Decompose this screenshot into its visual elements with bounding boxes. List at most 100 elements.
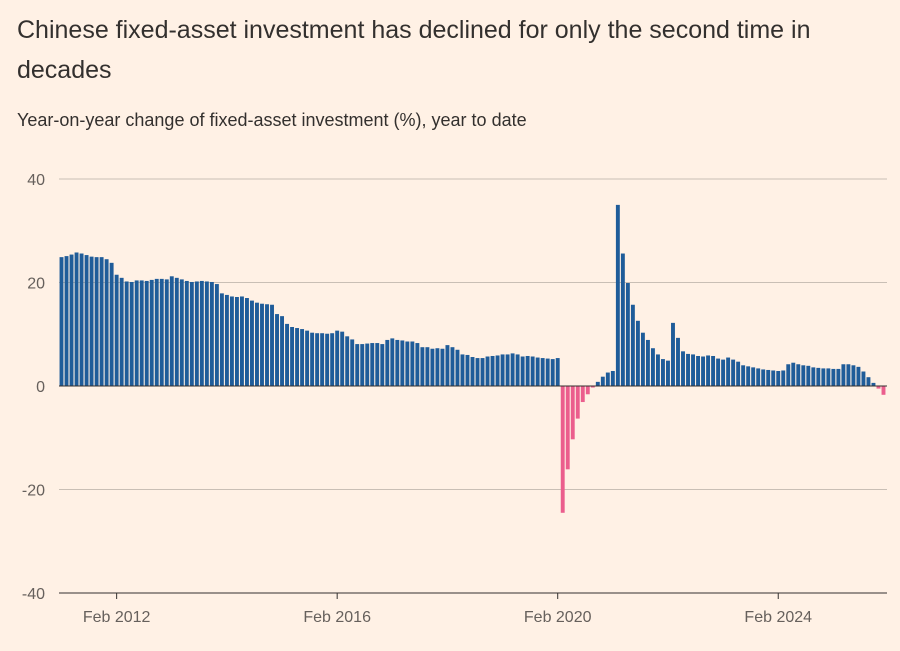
bar <box>811 367 816 386</box>
bar <box>275 314 279 386</box>
bar <box>776 370 781 386</box>
bar <box>545 358 550 386</box>
bar <box>650 348 655 386</box>
bar <box>335 330 340 386</box>
bar <box>605 372 610 386</box>
chart-title: Chinese fixed-asset investment has decli… <box>17 16 811 84</box>
bar <box>655 354 660 386</box>
bar <box>505 354 510 386</box>
bar <box>570 386 575 440</box>
bar <box>380 344 385 386</box>
bar <box>440 348 445 386</box>
bar <box>816 367 821 386</box>
bar <box>580 386 585 403</box>
bar <box>124 281 129 386</box>
bar <box>340 331 345 386</box>
bar <box>450 347 455 386</box>
bar <box>836 368 841 386</box>
bar <box>430 348 435 386</box>
bar <box>761 369 766 386</box>
bar <box>866 377 871 386</box>
bar <box>395 339 400 386</box>
bar <box>681 351 685 386</box>
bar <box>821 368 826 386</box>
bar <box>270 304 274 386</box>
bar <box>500 354 505 386</box>
bar <box>771 370 776 386</box>
bar <box>310 332 315 386</box>
bar <box>746 366 751 386</box>
bar <box>425 347 430 386</box>
bar <box>791 362 796 386</box>
bars <box>59 204 886 513</box>
bar <box>204 281 209 386</box>
bar <box>245 298 249 386</box>
bar <box>716 358 721 386</box>
bar <box>726 357 731 386</box>
bar <box>741 365 746 386</box>
bar <box>199 280 204 386</box>
x-tick-label: Feb 2012 <box>83 609 151 626</box>
bar <box>881 386 886 395</box>
bar <box>645 339 650 386</box>
bar <box>706 355 711 386</box>
x-axis-ticks: Feb 2012 Feb 2016 Feb 2020 Feb 2024 <box>59 592 887 626</box>
bar <box>620 253 625 386</box>
bar <box>610 370 615 386</box>
bar <box>475 358 480 386</box>
y-tick-label: -40 <box>22 586 45 603</box>
bar <box>144 280 149 386</box>
bar <box>405 341 410 386</box>
bar <box>585 386 590 395</box>
bar <box>595 381 600 386</box>
bar <box>139 280 144 386</box>
y-tick-label: -20 <box>22 483 45 500</box>
bar <box>355 344 360 386</box>
bar <box>515 354 520 386</box>
bar <box>731 359 736 386</box>
bar <box>149 279 154 386</box>
bar <box>460 354 465 386</box>
bar <box>79 253 84 386</box>
bar <box>711 355 716 386</box>
bar <box>295 328 300 386</box>
bar <box>330 333 335 386</box>
bar <box>420 347 425 386</box>
bar <box>134 280 139 386</box>
bar <box>625 283 630 386</box>
bar <box>250 300 254 386</box>
bar <box>179 279 184 386</box>
bar <box>806 365 811 386</box>
bar <box>415 343 420 386</box>
bar <box>841 364 846 386</box>
bar <box>189 281 194 386</box>
bar <box>194 281 199 386</box>
bar <box>751 367 756 386</box>
bar <box>721 359 726 386</box>
bar <box>826 368 831 386</box>
bar <box>184 280 189 386</box>
bar <box>485 356 490 386</box>
bar <box>701 356 706 386</box>
bar <box>109 262 114 386</box>
bar <box>219 293 224 386</box>
bar <box>600 376 605 386</box>
bar <box>490 355 495 386</box>
bar <box>84 255 89 386</box>
bar <box>615 204 620 387</box>
bar <box>525 355 530 386</box>
bar <box>370 343 375 386</box>
y-tick-label: 40 <box>27 172 45 189</box>
bar <box>756 368 761 386</box>
bar <box>255 302 259 386</box>
bar <box>119 277 124 386</box>
bar <box>209 281 214 386</box>
bar <box>630 304 635 386</box>
bar <box>129 281 134 386</box>
bar <box>315 333 320 386</box>
bar <box>766 369 771 386</box>
bar <box>640 332 645 386</box>
bar <box>796 364 801 386</box>
bar <box>510 353 515 386</box>
